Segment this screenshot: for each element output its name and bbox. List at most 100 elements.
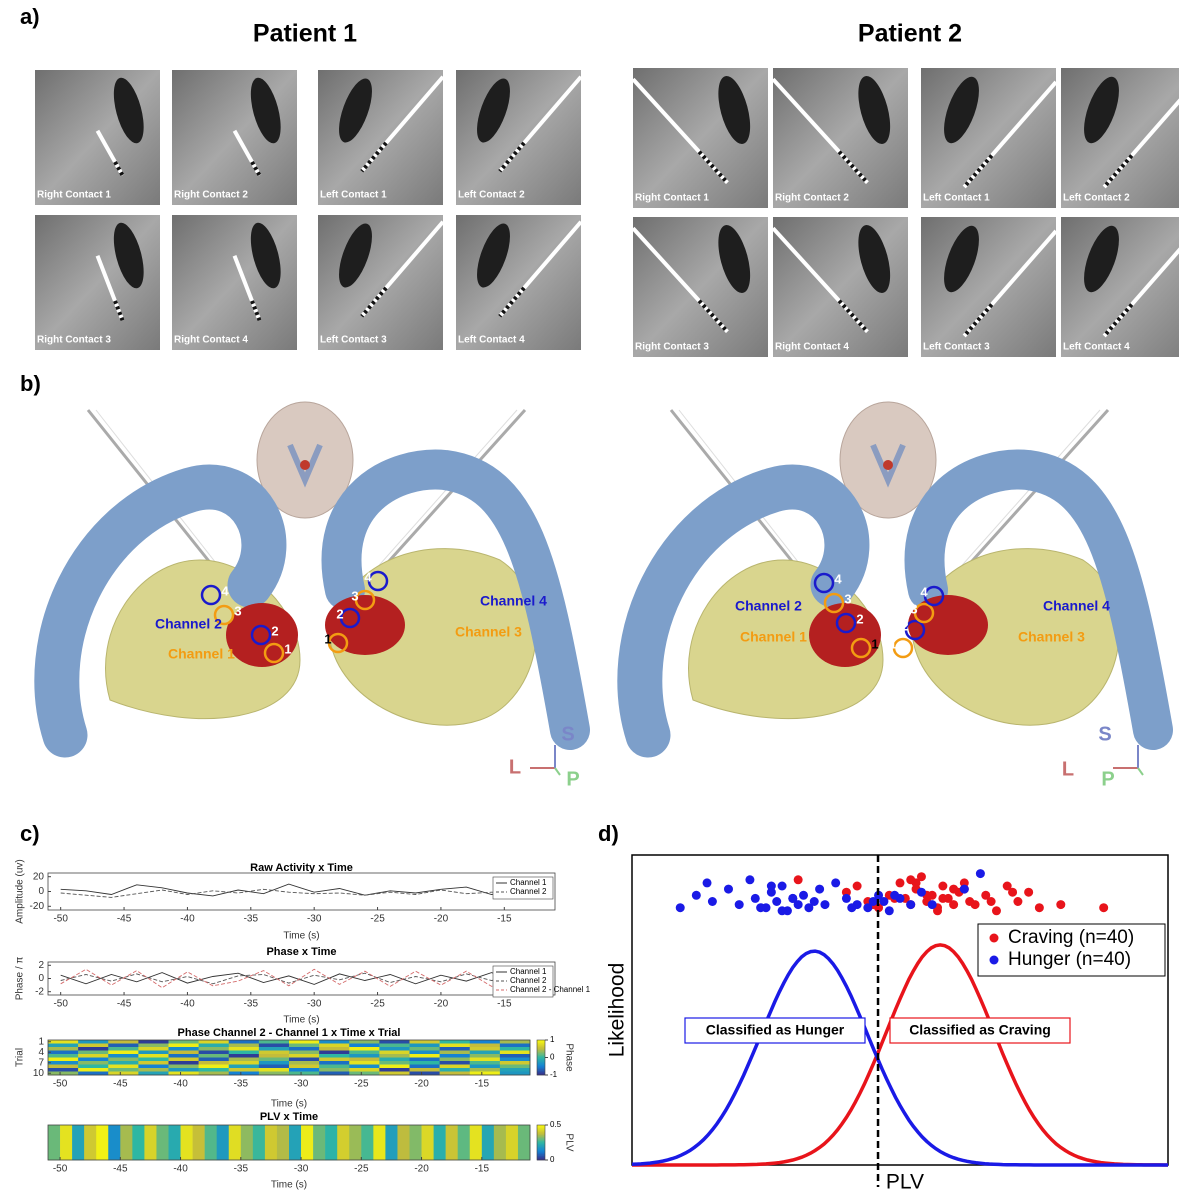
scatter-point xyxy=(1056,900,1066,910)
image-label: Left Contact 3 xyxy=(923,342,990,353)
heatmap-cell xyxy=(108,1050,139,1055)
electrode-contacts xyxy=(250,160,262,177)
contact-ring xyxy=(327,632,349,654)
heatmap-cell xyxy=(168,1057,199,1062)
heatmap-cell xyxy=(289,1068,320,1072)
heatmap-cell xyxy=(198,1050,230,1055)
x-tick-label: -40 xyxy=(173,1079,188,1090)
scatter-point xyxy=(1013,897,1023,906)
image-label: Right Contact 2 xyxy=(775,193,849,204)
scatter-point xyxy=(793,875,803,885)
contact-ring xyxy=(213,604,235,626)
scatter-point xyxy=(841,887,851,897)
heatmap-cell xyxy=(276,1125,290,1161)
heatmap-cell xyxy=(349,1064,380,1069)
heatmap-cell xyxy=(469,1047,501,1051)
heatmap-cell xyxy=(84,1125,97,1161)
contact-ring xyxy=(367,570,389,592)
heatmap-cell xyxy=(216,1125,230,1161)
x-tick-label: -20 xyxy=(434,914,449,925)
data-line xyxy=(60,972,543,985)
scatter-point xyxy=(884,906,894,916)
heatmap-cell xyxy=(499,1064,531,1069)
heatmap-cell xyxy=(349,1047,380,1051)
contact-label: 4 xyxy=(834,571,842,586)
heatmap-cell xyxy=(379,1047,410,1051)
channel-label: Channel 2 xyxy=(155,616,222,632)
orientation-label: S xyxy=(561,723,574,745)
heatmap-cell xyxy=(48,1061,79,1065)
heatmap-cell xyxy=(228,1068,260,1072)
channel-label: Channel 4 xyxy=(480,593,547,609)
colorbar-step xyxy=(537,1149,545,1152)
heatmap-cell xyxy=(228,1040,260,1044)
ventricle xyxy=(250,222,281,289)
colorbar-step xyxy=(537,1061,545,1064)
colorbar-step xyxy=(537,1142,545,1145)
y-tick-label: 7 xyxy=(38,1057,44,1068)
heatmap-cell xyxy=(48,1050,79,1055)
heatmap-cell xyxy=(493,1125,507,1161)
scatter-point xyxy=(788,893,798,903)
heatmap-cell xyxy=(319,1064,350,1069)
colorbar-step xyxy=(537,1136,545,1139)
contact-label: 3 xyxy=(351,588,358,603)
scatter-point xyxy=(772,897,782,906)
heatmap-cell xyxy=(78,1050,109,1055)
heatmap-cell xyxy=(108,1054,139,1058)
x-tick-label: -40 xyxy=(173,1164,188,1175)
colorbar-step xyxy=(537,1048,545,1051)
scatter-point xyxy=(879,897,889,906)
colorbar-step xyxy=(537,1063,545,1066)
ventricle xyxy=(113,77,144,144)
heatmap-cell xyxy=(192,1125,205,1161)
heatmap-cell xyxy=(228,1064,260,1069)
scatter-point xyxy=(847,903,857,913)
scatter-point xyxy=(793,900,803,910)
heatmap-cell xyxy=(198,1040,230,1044)
chart-title: Phase x Time xyxy=(266,946,336,958)
image-label: Left Contact 4 xyxy=(1063,342,1130,353)
heatmap-cell xyxy=(138,1040,169,1044)
colorbar-step xyxy=(537,1126,545,1129)
heatmap-cell xyxy=(108,1125,121,1161)
heatmap-cell xyxy=(48,1057,79,1062)
colorbar-step xyxy=(537,1138,545,1140)
heatmap-cell xyxy=(499,1040,531,1044)
heatmap-cell xyxy=(168,1043,199,1048)
legend-label: Channel 2 - Channel 1 xyxy=(510,985,591,994)
scatter-point xyxy=(927,900,937,910)
heatmap-cell xyxy=(469,1068,501,1072)
contact-ring xyxy=(913,602,935,624)
scatter-point xyxy=(799,890,809,900)
image-label: Right Contact 3 xyxy=(37,335,111,346)
contact-label: 3 xyxy=(844,591,851,606)
contact-ring xyxy=(813,572,835,594)
heatmap-cell xyxy=(337,1125,350,1161)
image-label: Right Contact 1 xyxy=(37,190,111,201)
heatmap-cell xyxy=(168,1071,199,1076)
heatmap-cell xyxy=(156,1125,169,1161)
heatmap-cell xyxy=(108,1057,139,1062)
heatmap-cell xyxy=(469,1061,501,1065)
heatmap-cell xyxy=(289,1040,320,1044)
heatmap-cell xyxy=(457,1125,471,1161)
electrode xyxy=(360,220,445,318)
heatmap-cell xyxy=(499,1043,531,1048)
heatmap-cell xyxy=(228,1043,260,1048)
annotation: Classified as Craving xyxy=(909,1022,1051,1038)
colorbar-tick-label: -1 xyxy=(550,1070,558,1079)
heatmap-cell xyxy=(138,1061,169,1065)
plot-frame xyxy=(47,872,556,911)
x-tick-label: -45 xyxy=(113,1164,128,1175)
panel-label: b) xyxy=(20,371,41,396)
y-tick-label: 4 xyxy=(38,1047,44,1058)
heatmap-cell xyxy=(252,1125,266,1161)
electrode-contacts xyxy=(697,299,729,334)
legend-swatch xyxy=(989,955,999,965)
heatmap-cell xyxy=(168,1054,199,1058)
heatmap-cell xyxy=(48,1043,79,1048)
scatter-point xyxy=(938,881,948,891)
heatmap-cell xyxy=(373,1125,386,1161)
